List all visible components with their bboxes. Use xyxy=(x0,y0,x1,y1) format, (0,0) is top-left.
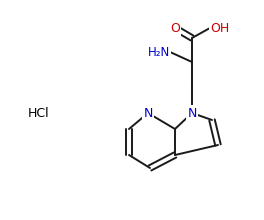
Text: N: N xyxy=(143,106,153,119)
Text: N: N xyxy=(187,106,197,119)
Text: H₂N: H₂N xyxy=(148,46,170,59)
Text: O: O xyxy=(170,22,180,35)
Text: OH: OH xyxy=(210,22,229,35)
Text: HCl: HCl xyxy=(28,106,50,119)
